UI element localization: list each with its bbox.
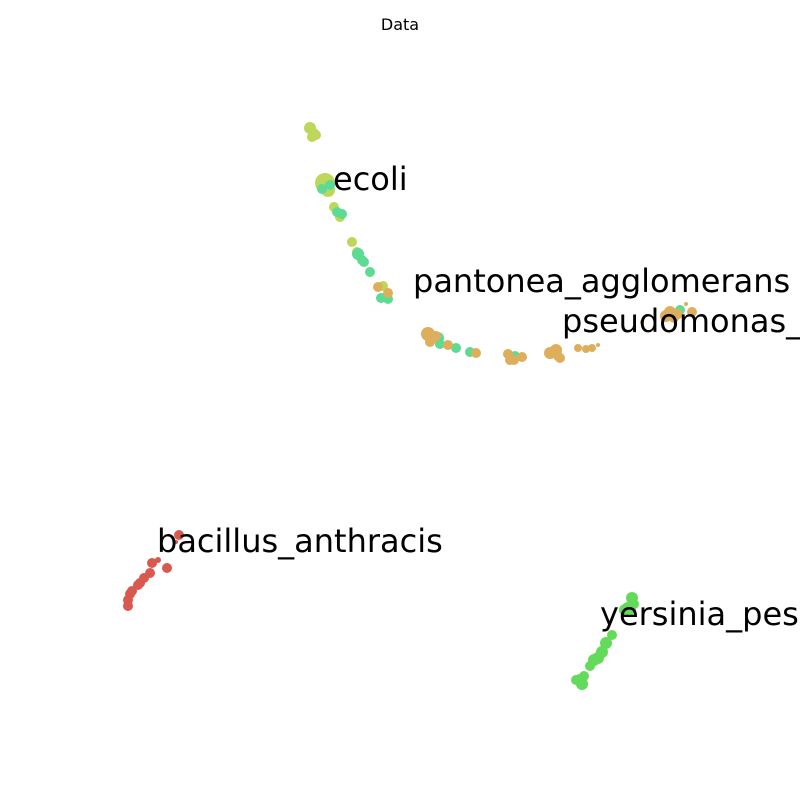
- data-point-orange-16: [574, 344, 582, 352]
- data-point-orange-1: [383, 288, 393, 298]
- data-point-red-1: [174, 540, 178, 544]
- data-point-teal-11: [435, 339, 445, 349]
- cluster-label-1: pantonea_agglomerans: [413, 262, 790, 300]
- data-point-orange-5: [431, 331, 441, 341]
- data-point-green-14: [571, 675, 581, 685]
- data-point-red-2: [162, 563, 172, 573]
- data-point-orange-26: [687, 307, 697, 317]
- data-point-green-4: [619, 604, 631, 616]
- data-point-orange-6: [443, 340, 453, 350]
- data-point-orange-11: [517, 352, 527, 362]
- data-point-red-12: [123, 601, 133, 611]
- data-point-teal-0: [317, 184, 327, 194]
- data-point-red-4: [147, 558, 157, 568]
- cluster-label-2: pseudomonas_: [562, 302, 800, 340]
- data-point-orange-10: [509, 355, 519, 365]
- data-point-red-0: [174, 530, 184, 540]
- cluster-label-4: yersinia_pes: [600, 595, 799, 633]
- chart-title: Data: [381, 15, 419, 34]
- data-point-orange-0: [373, 282, 383, 292]
- data-point-green-6: [600, 637, 612, 649]
- data-point-teal-1: [325, 180, 335, 190]
- cluster-labels: ecoli pantonea_agglomeranspseudomonas_bac…: [157, 160, 800, 633]
- data-point-orange-25: [684, 302, 688, 306]
- data-point-orange-24: [673, 309, 683, 319]
- data-point-green-5: [607, 630, 617, 640]
- data-point-orange-19: [596, 343, 600, 347]
- points-layer: [123, 122, 697, 690]
- data-point-teal-7: [365, 267, 375, 277]
- data-point-orange-18: [588, 344, 596, 352]
- data-point-orange-7: [471, 348, 481, 358]
- data-point-ecoli-8: [347, 237, 357, 247]
- cluster-label-3: bacillus_anthracis: [157, 522, 443, 560]
- data-point-teal-12: [451, 343, 461, 353]
- data-point-ecoli-3: [311, 130, 321, 140]
- data-point-orange-15: [553, 351, 563, 361]
- data-point-teal-6: [359, 257, 369, 267]
- data-point-green-10: [585, 661, 595, 671]
- data-point-teal-3: [337, 209, 347, 219]
- cluster-label-0: ecoli: [333, 160, 408, 198]
- data-point-orange-17: [582, 345, 590, 353]
- data-point-orange-20: [640, 320, 644, 324]
